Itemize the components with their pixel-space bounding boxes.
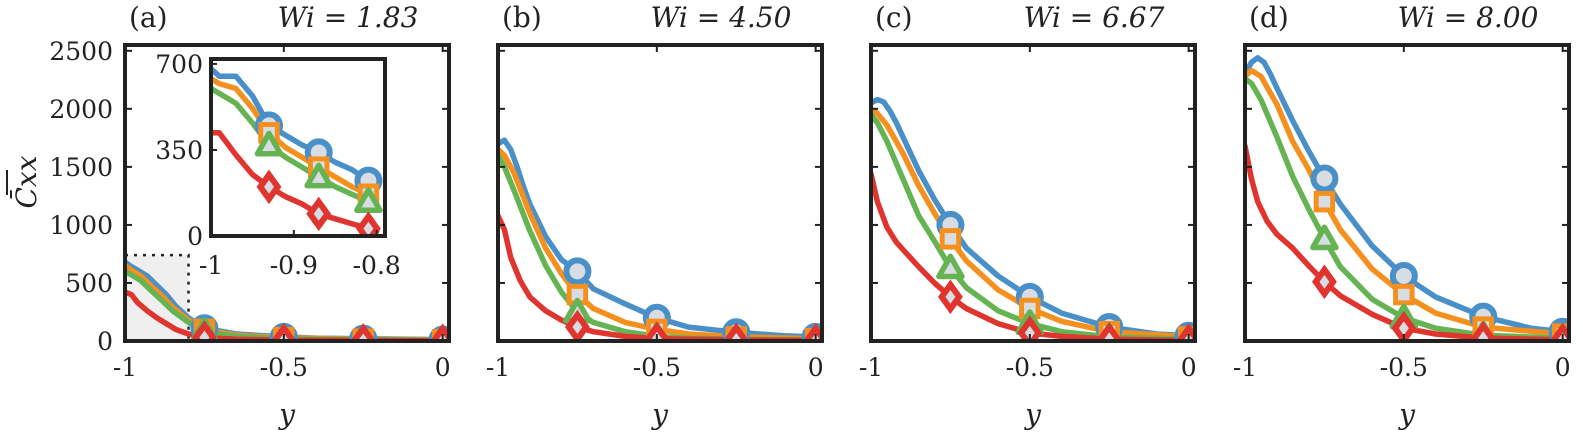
inset-x-tick-label: -0.8: [353, 251, 401, 280]
series-line-red: [1245, 143, 1566, 341]
panel-data: [498, 137, 822, 341]
inset-data: [211, 66, 383, 236]
data-marker-orange-0: [939, 228, 962, 250]
axes-frame: [1243, 43, 1571, 343]
series-line-blue: [211, 66, 380, 190]
x-tick-label: -1: [486, 353, 510, 382]
x-axis-label: y: [650, 398, 669, 431]
x-axis-label: y: [1397, 398, 1416, 431]
data-marker-red-1: [1017, 315, 1043, 341]
data-marker-orange-1: [1393, 283, 1415, 306]
panel-data: [871, 96, 1195, 341]
y-tick-label: 1000: [49, 211, 113, 240]
data-marker-blue-0: [563, 257, 592, 286]
series-line-orange: [211, 75, 380, 202]
series-line-blue: [1245, 55, 1566, 335]
y-tick-label: 2500: [49, 37, 113, 66]
y-tick-label: 0: [97, 327, 113, 356]
x-tick-label: -0.5: [1380, 353, 1428, 382]
inset-frame: [209, 57, 387, 238]
x-tick-label: -1: [1233, 353, 1257, 382]
data-marker-red-0: [256, 169, 282, 205]
inset-x-tick-label: -0.9: [270, 251, 318, 280]
x-axis-label: y: [277, 398, 296, 431]
data-marker-red-0: [564, 309, 590, 341]
wi-title: Wi = 8.00: [1398, 1, 1539, 34]
data-marker-green-1: [304, 162, 334, 189]
wi-title: Wi = 4.50: [651, 1, 792, 34]
x-tick-label: -0.5: [1006, 353, 1054, 382]
series-line-red: [871, 171, 1192, 341]
x-tick-label: 0: [435, 353, 451, 382]
data-marker-red-1: [306, 196, 332, 232]
panel-label: (c): [875, 1, 913, 34]
wi-title: Wi = 1.83: [278, 1, 419, 34]
x-tick-label: -1: [113, 353, 137, 382]
data-marker-red-1: [644, 321, 670, 341]
x-tick-label: -0.5: [633, 353, 681, 382]
inset-x-tick-label: -1: [199, 251, 223, 280]
x-axis-label: y: [1023, 398, 1042, 431]
data-marker-green-0: [1310, 224, 1339, 251]
data-marker-blue-0: [1310, 164, 1339, 193]
data-marker-red-0: [191, 320, 217, 341]
inset-y-tick-label: 350: [155, 136, 203, 165]
series-line-blue: [871, 96, 1192, 339]
panel-label: (a): [129, 1, 168, 34]
panel-c: -1 -0.5 0 (c) Wi = 6.67 y: [859, 1, 1197, 431]
y-tick-label: 2000: [49, 95, 113, 124]
y-tick-label: 500: [65, 269, 113, 298]
data-marker-orange-0: [1313, 190, 1336, 213]
x-tick-label: 0: [808, 353, 824, 382]
wi-title: Wi = 6.67: [1024, 1, 1165, 34]
x-tick-label: 0: [1181, 353, 1197, 382]
inset-axes: -1 -0.9 -0.8 0 350 700: [155, 50, 401, 280]
data-marker-green-0: [254, 130, 284, 157]
x-tick-label: -0.5: [260, 353, 308, 382]
data-marker-red-2: [723, 322, 749, 341]
y-tick-label: 1500: [49, 153, 113, 182]
data-marker-green-2: [354, 187, 383, 213]
inset-y-tick-label: 0: [187, 222, 203, 251]
data-marker-red-0: [937, 279, 963, 315]
x-tick-label: -1: [859, 353, 883, 382]
data-marker-red-2: [350, 323, 376, 341]
y-axis-label: C̄xx: [9, 155, 43, 208]
x-tick-label: 0: [1555, 353, 1571, 382]
axes-frame: [123, 43, 451, 343]
axes-frame: [869, 43, 1197, 343]
panel-label: (d): [1249, 1, 1289, 34]
inset-y-tick-label: 700: [155, 50, 203, 79]
data-marker-red-2: [1096, 321, 1122, 341]
panel-label: (b): [502, 1, 542, 34]
data-marker-blue-1: [1389, 261, 1418, 291]
axes-frame: [496, 43, 824, 343]
data-marker-red-2: [1470, 320, 1496, 341]
series-line-red: [211, 130, 380, 234]
panel-b: -1 -0.5 0 (b) Wi = 4.50 y: [486, 1, 824, 431]
data-marker-red-2: [355, 211, 381, 236]
panel-d: -1 -0.5 0 (d) Wi = 8.00 y: [1233, 1, 1571, 431]
panel-data: [1245, 55, 1569, 341]
series-line-green: [211, 85, 380, 210]
data-marker-red-0: [1311, 264, 1337, 300]
data-marker-green-0: [936, 253, 965, 280]
panel-a: -1 -0.5 0 0 500 1000 1500 2000 2500 (a) Wi = 1.83 y…: [49, 1, 451, 431]
